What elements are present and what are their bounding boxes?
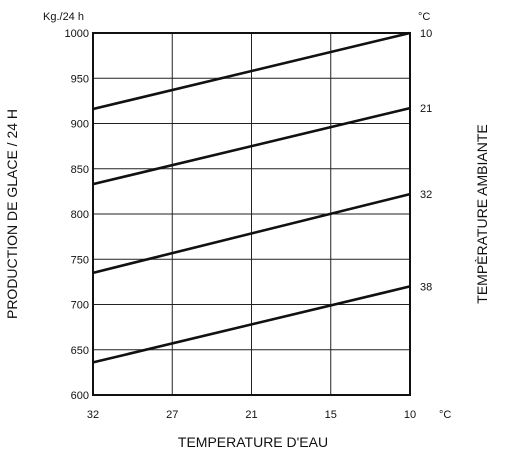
x-tick-label: 10 [404, 409, 416, 421]
series-label-21: 21 [420, 103, 432, 115]
right-axis-title: TEMPÈRATURE AMBIANTE [474, 124, 490, 303]
y-tick-label: 950 [71, 73, 89, 85]
series-label-32: 32 [420, 189, 432, 201]
x-tick-labels: 32 27 21 15 10 [87, 409, 416, 421]
y-tick-label: 1000 [65, 28, 89, 40]
series-label-38: 38 [420, 281, 432, 293]
y-tick-label: 850 [71, 164, 89, 176]
y-tick-label: 900 [71, 119, 89, 131]
series-label-10: 10 [420, 28, 432, 40]
x-tick-label: 15 [325, 409, 337, 421]
y-tick-label: 700 [71, 300, 89, 312]
y-unit-label: Kg./24 h [43, 11, 84, 23]
y-tick-label: 750 [71, 254, 89, 266]
series-line-10 [92, 31, 411, 111]
x-tick-label: 27 [166, 409, 178, 421]
grid-lines [92, 32, 411, 396]
x-unit-label: °C [439, 409, 451, 421]
series-lines [92, 31, 411, 364]
y-tick-labels: 1000 950 900 850 800 750 700 650 600 [65, 28, 89, 402]
y-tick-label: 600 [71, 390, 89, 402]
series-labels: 10 21 32 38 [420, 28, 432, 293]
plot-frame [92, 32, 411, 396]
right-unit-label: °C [418, 11, 430, 23]
x-tick-label: 21 [245, 409, 257, 421]
x-tick-label: 32 [87, 409, 99, 421]
y-tick-label: 650 [71, 345, 89, 357]
y-tick-label: 800 [71, 209, 89, 221]
series-line-38 [92, 285, 411, 364]
y-axis-title: PRODUCTION DE GLACE / 24 H [4, 109, 20, 319]
x-axis-title: TEMPERATURE D'EAU [178, 434, 328, 450]
series-line-32 [92, 192, 411, 275]
series-line-21 [92, 106, 411, 186]
